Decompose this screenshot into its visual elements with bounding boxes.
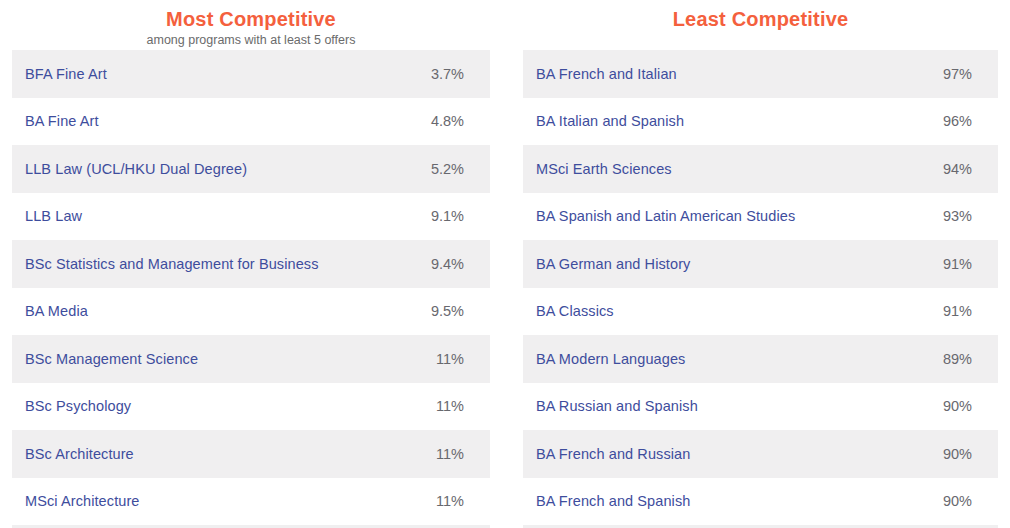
table-row: BFA Fine Art 3.7% — [12, 50, 490, 98]
program-name-cell: BA Fine Art — [25, 113, 99, 129]
percent-value-cell: 90% — [943, 398, 972, 414]
percent-value-cell: 11% — [436, 398, 464, 414]
table-row: BSc Management Science 11% — [12, 335, 490, 383]
table-row: BSc Psychology 11% — [12, 383, 490, 431]
panel-title-least-competitive: Least Competitive — [523, 7, 998, 31]
program-name-cell: BSc Architecture — [25, 446, 134, 462]
table-row: BA Italian and Spanish 96% — [523, 98, 998, 146]
table-row: MSci Architecture 11% — [12, 478, 490, 526]
percent-value-cell: 3.7% — [431, 66, 464, 82]
percent-value-cell: 9.1% — [431, 208, 464, 224]
program-name-cell: BSc Statistics and Management for Busine… — [25, 256, 319, 272]
table-row: BA Classics 91% — [523, 288, 998, 336]
program-name-cell: BSc Management Science — [25, 351, 198, 367]
table-row: BA Media 9.5% — [12, 288, 490, 336]
program-name-cell: BA Modern Languages — [536, 351, 685, 367]
table-row: BA German and History 91% — [523, 240, 998, 288]
most-competitive-header: Most Competitive among programs with at … — [12, 0, 490, 50]
program-name-cell: BFA Fine Art — [25, 66, 107, 82]
program-name-cell: BA Media — [25, 303, 88, 319]
table-row: BSc Architecture 11% — [12, 430, 490, 478]
table-row: BA Spanish and Latin American Studies 93… — [523, 193, 998, 241]
table-row: MSci Earth Sciences 94% — [523, 145, 998, 193]
percent-value-cell: 91% — [943, 303, 972, 319]
percent-value-cell: 5.2% — [431, 161, 464, 177]
percent-value-cell: 94% — [943, 161, 972, 177]
percent-value-cell: 9.4% — [431, 256, 464, 272]
program-name-cell: LLB Law — [25, 208, 82, 224]
percent-value-cell: 11% — [436, 351, 464, 367]
most-competitive-panel: Most Competitive among programs with at … — [12, 0, 490, 528]
percent-value-cell: 4.8% — [431, 113, 464, 129]
program-name-cell: BA Russian and Spanish — [536, 398, 698, 414]
least-competitive-header: Least Competitive — [523, 0, 998, 50]
least-competitive-table: BA French and Italian 97% BA Italian and… — [523, 50, 998, 528]
program-name-cell: BA French and Russian — [536, 446, 690, 462]
program-name-cell: MSci Earth Sciences — [536, 161, 672, 177]
table-row: LLB Law (UCL/HKU Dual Degree) 5.2% — [12, 145, 490, 193]
percent-value-cell: 89% — [943, 351, 972, 367]
percent-value-cell: 90% — [943, 446, 972, 462]
percent-value-cell: 9.5% — [431, 303, 464, 319]
percent-value-cell: 90% — [943, 493, 972, 509]
program-name-cell: LLB Law (UCL/HKU Dual Degree) — [25, 161, 247, 177]
percent-value-cell: 93% — [943, 208, 972, 224]
table-row: BA French and Italian 97% — [523, 50, 998, 98]
program-name-cell: BA French and Italian — [536, 66, 677, 82]
program-name-cell: BSc Psychology — [25, 398, 131, 414]
percent-value-cell: 97% — [943, 66, 972, 82]
panel-title-most-competitive: Most Competitive — [12, 7, 490, 31]
percent-value-cell: 91% — [943, 256, 972, 272]
percent-value-cell: 96% — [943, 113, 972, 129]
program-name-cell: BA German and History — [536, 256, 690, 272]
least-competitive-panel: Least Competitive BA French and Italian … — [523, 0, 998, 528]
table-row: BA French and Spanish 90% — [523, 478, 998, 526]
program-name-cell: BA Spanish and Latin American Studies — [536, 208, 795, 224]
percent-value-cell: 11% — [436, 446, 464, 462]
program-name-cell: BA Classics — [536, 303, 614, 319]
program-name-cell: MSci Architecture — [25, 493, 140, 509]
table-row: BSc Statistics and Management for Busine… — [12, 240, 490, 288]
competitiveness-comparison: Most Competitive among programs with at … — [0, 0, 1010, 528]
table-row: BA Fine Art 4.8% — [12, 98, 490, 146]
table-row: BA Russian and Spanish 90% — [523, 383, 998, 431]
percent-value-cell: 11% — [436, 493, 464, 509]
table-row: LLB Law 9.1% — [12, 193, 490, 241]
most-competitive-table: BFA Fine Art 3.7% BA Fine Art 4.8% LLB L… — [12, 50, 490, 528]
panel-subtitle-most-competitive: among programs with at least 5 offers — [12, 32, 490, 48]
program-name-cell: BA Italian and Spanish — [536, 113, 684, 129]
table-row: BA French and Russian 90% — [523, 430, 998, 478]
program-name-cell: BA French and Spanish — [536, 493, 690, 509]
table-row: BA Modern Languages 89% — [523, 335, 998, 383]
